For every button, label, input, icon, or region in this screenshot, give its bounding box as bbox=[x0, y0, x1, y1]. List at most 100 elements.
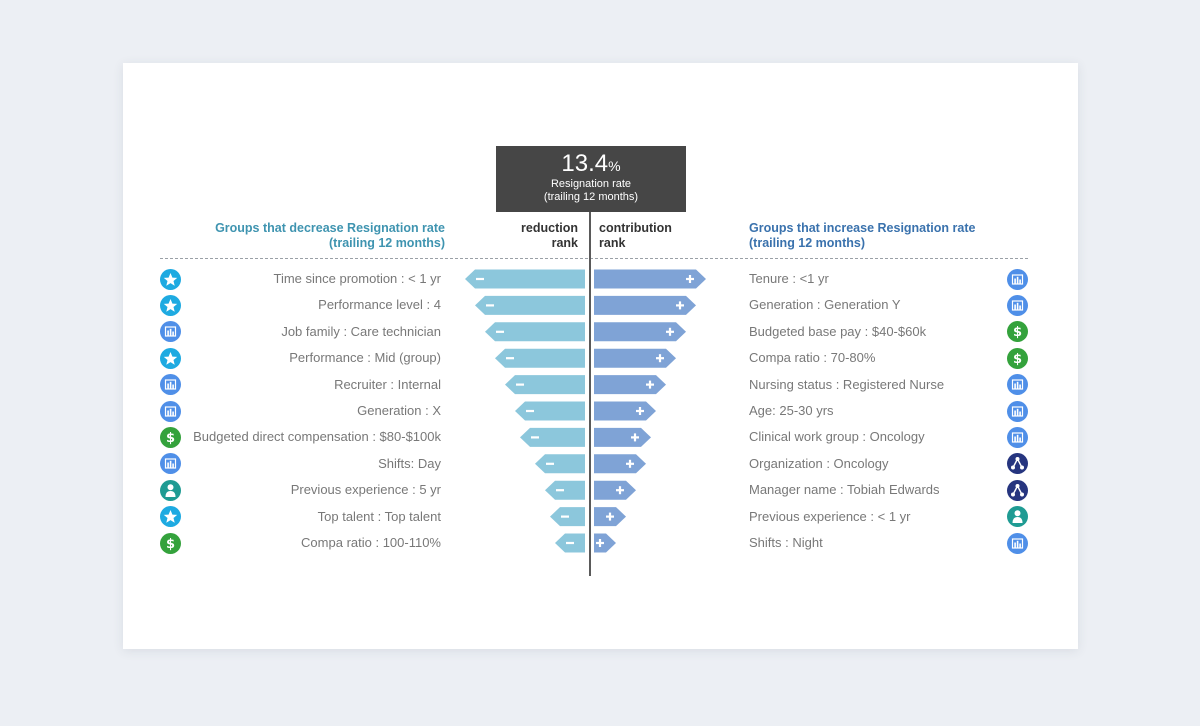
reduction-bar bbox=[485, 322, 585, 342]
decrease-groups-subtitle: (trailing 12 months) bbox=[329, 236, 445, 250]
chart-icon bbox=[1007, 268, 1028, 290]
minus-icon bbox=[486, 304, 494, 307]
reduction-group-label: Top talent : Top talent bbox=[317, 508, 441, 524]
chart-icon bbox=[160, 453, 181, 475]
contribution-rank-line2: rank bbox=[599, 236, 626, 250]
chart-icon bbox=[160, 400, 181, 422]
minus-icon bbox=[546, 462, 554, 465]
reduction-bar bbox=[550, 507, 585, 527]
chart-icon bbox=[1007, 294, 1028, 316]
reduction-bar-shape bbox=[485, 322, 585, 342]
minus-icon bbox=[496, 330, 504, 333]
reduction-rank-line2: rank bbox=[551, 236, 578, 250]
contribution-bar-shape bbox=[594, 375, 666, 395]
contribution-bar-shape bbox=[594, 427, 651, 447]
plus-icon bbox=[616, 486, 624, 495]
contribution-group-label: Age: 25-30 yrs bbox=[749, 403, 834, 418]
plus-icon bbox=[666, 327, 674, 336]
header-divider bbox=[160, 258, 1028, 259]
svg-text:$: $ bbox=[166, 431, 175, 446]
reduction-bar bbox=[555, 533, 585, 553]
reduction-bar-shape bbox=[535, 454, 585, 474]
plus-icon bbox=[596, 539, 604, 547]
reduction-bar-shape bbox=[475, 295, 585, 315]
contribution-bar bbox=[594, 454, 646, 474]
reduction-bar-shape bbox=[515, 401, 585, 421]
increase-groups-title: Groups that increase Resignation rate bbox=[749, 221, 976, 235]
reduction-bar bbox=[505, 375, 585, 395]
contribution-group-label: Generation : Generation Y bbox=[749, 297, 901, 313]
resignation-rate-value: 13.4% bbox=[496, 151, 686, 179]
contribution-bar-shape bbox=[594, 454, 646, 474]
reduction-group-label: Previous experience : 5 yr bbox=[290, 482, 441, 498]
dollar-icon: $ bbox=[1007, 321, 1028, 343]
reduction-group-label: Compa ratio : 100-110% bbox=[301, 535, 441, 550]
reduction-group-label: Performance : Mid (group) bbox=[289, 350, 441, 366]
svg-text:$: $ bbox=[1013, 352, 1022, 367]
decrease-groups-header: Groups that decrease Resignation rate (t… bbox=[215, 221, 445, 251]
contribution-bar-shape bbox=[594, 401, 656, 421]
contribution-bar bbox=[594, 507, 626, 527]
resignation-rate-sublabel: (trailing 12 months) bbox=[543, 191, 639, 203]
plus-icon bbox=[676, 301, 684, 310]
chart-icon bbox=[1007, 374, 1028, 396]
plus-icon bbox=[626, 459, 634, 468]
chart-icon bbox=[160, 374, 181, 396]
contribution-bar bbox=[594, 427, 651, 447]
reduction-bar bbox=[475, 295, 585, 315]
reduction-group-label: Performance level : 4 bbox=[318, 297, 441, 313]
contribution-bar bbox=[594, 348, 676, 368]
star-icon bbox=[160, 347, 181, 369]
resignation-rate-summary: 13.4% Resignation rate (trailing 12 mont… bbox=[496, 146, 686, 212]
contribution-group-label: Shifts : Night bbox=[749, 535, 823, 550]
reduction-rank-header: reduction rank bbox=[521, 221, 578, 251]
star-icon bbox=[160, 268, 181, 290]
rate-number: 13.4 bbox=[561, 150, 609, 177]
chart-icon bbox=[1007, 426, 1028, 448]
chart-icon bbox=[1007, 400, 1028, 422]
network-icon bbox=[1007, 479, 1028, 501]
reduction-bar bbox=[535, 454, 585, 474]
contribution-group-label: Compa ratio : 70-80% bbox=[749, 350, 876, 366]
svg-text:$: $ bbox=[166, 537, 175, 552]
person-icon bbox=[160, 479, 181, 501]
minus-icon bbox=[506, 357, 514, 360]
contribution-group-label: Tenure : <1 yr bbox=[749, 271, 829, 286]
minus-icon bbox=[476, 277, 484, 281]
reduction-bar bbox=[495, 348, 585, 368]
plus-icon bbox=[646, 380, 654, 389]
dollar-icon: $ bbox=[160, 532, 181, 554]
minus-icon bbox=[531, 436, 539, 439]
plus-icon bbox=[686, 275, 694, 283]
reduction-bar-shape bbox=[465, 269, 585, 289]
contribution-group-label: Previous experience : < 1 yr bbox=[749, 508, 911, 524]
reduction-bar bbox=[515, 401, 585, 421]
contribution-bar bbox=[594, 375, 666, 395]
dollar-icon: $ bbox=[160, 426, 181, 448]
contribution-group-label: Clinical work group : Oncology bbox=[749, 429, 925, 445]
resignation-rate-label: Resignation rate bbox=[550, 178, 632, 190]
center-axis bbox=[589, 212, 591, 576]
reduction-bar-shape bbox=[545, 480, 585, 500]
contribution-bar bbox=[594, 401, 656, 421]
contribution-bar bbox=[594, 322, 686, 342]
plus-icon bbox=[636, 407, 644, 415]
person-icon bbox=[1007, 506, 1028, 528]
chart-icon bbox=[160, 321, 181, 343]
plus-icon bbox=[631, 433, 639, 442]
rate-unit: % bbox=[608, 158, 621, 174]
reduction-bar-shape bbox=[505, 375, 585, 395]
star-icon bbox=[160, 294, 181, 316]
reduction-bar-shape bbox=[520, 427, 585, 447]
minus-icon bbox=[561, 515, 569, 518]
contribution-group-label: Manager name : Tobiah Edwards bbox=[749, 482, 940, 498]
contribution-rank-line1: contribution bbox=[599, 221, 672, 235]
contribution-bar-shape bbox=[594, 480, 636, 500]
reduction-bar-shape bbox=[495, 348, 585, 368]
plus-icon bbox=[606, 512, 614, 521]
contribution-bar-shape bbox=[594, 269, 706, 289]
reduction-group-label: Time since promotion : < 1 yr bbox=[273, 271, 442, 286]
contribution-rank-header: contribution rank bbox=[599, 221, 672, 251]
